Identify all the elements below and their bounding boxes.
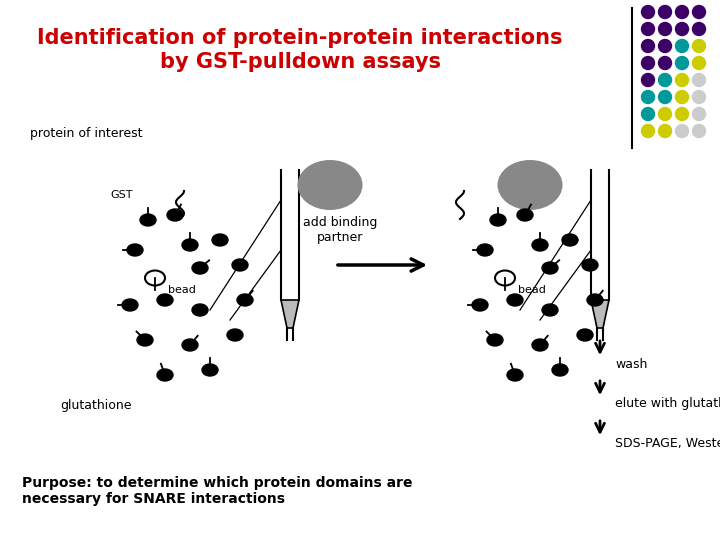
- Ellipse shape: [532, 339, 548, 351]
- Circle shape: [675, 39, 688, 52]
- Ellipse shape: [127, 244, 143, 256]
- Circle shape: [659, 23, 672, 36]
- Circle shape: [693, 91, 706, 104]
- Text: Purpose: to determine which protein domains are
necessary for SNARE interactions: Purpose: to determine which protein doma…: [22, 476, 413, 506]
- Circle shape: [675, 57, 688, 70]
- Circle shape: [675, 5, 688, 18]
- Ellipse shape: [157, 294, 173, 306]
- Text: SDS-PAGE, Western blotting: SDS-PAGE, Western blotting: [615, 436, 720, 449]
- Ellipse shape: [487, 334, 503, 346]
- Text: GST: GST: [110, 190, 132, 200]
- Ellipse shape: [490, 214, 506, 226]
- Ellipse shape: [182, 339, 198, 351]
- Circle shape: [675, 23, 688, 36]
- Ellipse shape: [227, 329, 243, 341]
- Circle shape: [659, 5, 672, 18]
- Ellipse shape: [145, 271, 165, 286]
- Circle shape: [642, 39, 654, 52]
- Circle shape: [693, 107, 706, 120]
- Ellipse shape: [577, 329, 593, 341]
- Circle shape: [693, 57, 706, 70]
- Ellipse shape: [582, 259, 598, 271]
- Polygon shape: [591, 300, 609, 328]
- Ellipse shape: [192, 262, 208, 274]
- Circle shape: [642, 125, 654, 138]
- Ellipse shape: [542, 304, 558, 316]
- Circle shape: [693, 73, 706, 86]
- Circle shape: [675, 91, 688, 104]
- Circle shape: [642, 107, 654, 120]
- Circle shape: [642, 57, 654, 70]
- Ellipse shape: [542, 262, 558, 274]
- Circle shape: [659, 91, 672, 104]
- Text: bead: bead: [518, 285, 546, 295]
- Text: Identification of protein-protein interactions: Identification of protein-protein intera…: [37, 28, 563, 48]
- Ellipse shape: [182, 239, 198, 251]
- Text: glutathione: glutathione: [60, 399, 132, 411]
- Text: add binding
partner: add binding partner: [303, 216, 377, 244]
- Circle shape: [659, 107, 672, 120]
- Polygon shape: [281, 300, 299, 328]
- Ellipse shape: [297, 160, 362, 210]
- Ellipse shape: [140, 214, 156, 226]
- Ellipse shape: [507, 294, 523, 306]
- Ellipse shape: [562, 234, 578, 246]
- Circle shape: [675, 107, 688, 120]
- Ellipse shape: [157, 369, 173, 381]
- Circle shape: [693, 23, 706, 36]
- Circle shape: [693, 5, 706, 18]
- Text: by GST-pulldown assays: by GST-pulldown assays: [160, 52, 441, 72]
- Ellipse shape: [202, 364, 218, 376]
- Ellipse shape: [122, 299, 138, 311]
- Circle shape: [659, 39, 672, 52]
- Ellipse shape: [477, 244, 493, 256]
- Circle shape: [675, 73, 688, 86]
- Ellipse shape: [498, 160, 562, 210]
- Circle shape: [675, 125, 688, 138]
- Ellipse shape: [532, 239, 548, 251]
- Ellipse shape: [495, 271, 515, 286]
- Circle shape: [642, 23, 654, 36]
- Text: elute with glutathione: elute with glutathione: [615, 396, 720, 409]
- Ellipse shape: [237, 294, 253, 306]
- Text: bead: bead: [168, 285, 196, 295]
- Ellipse shape: [192, 304, 208, 316]
- Ellipse shape: [517, 209, 533, 221]
- Circle shape: [642, 91, 654, 104]
- Text: wash: wash: [615, 359, 647, 372]
- Circle shape: [659, 125, 672, 138]
- Circle shape: [659, 73, 672, 86]
- Circle shape: [642, 5, 654, 18]
- Ellipse shape: [507, 369, 523, 381]
- Ellipse shape: [212, 234, 228, 246]
- Ellipse shape: [137, 334, 153, 346]
- Ellipse shape: [472, 299, 488, 311]
- Ellipse shape: [232, 259, 248, 271]
- Circle shape: [693, 39, 706, 52]
- Circle shape: [693, 125, 706, 138]
- Circle shape: [642, 73, 654, 86]
- Ellipse shape: [167, 209, 183, 221]
- Ellipse shape: [552, 364, 568, 376]
- Text: protein of interest: protein of interest: [30, 126, 143, 139]
- Circle shape: [659, 57, 672, 70]
- Ellipse shape: [587, 294, 603, 306]
